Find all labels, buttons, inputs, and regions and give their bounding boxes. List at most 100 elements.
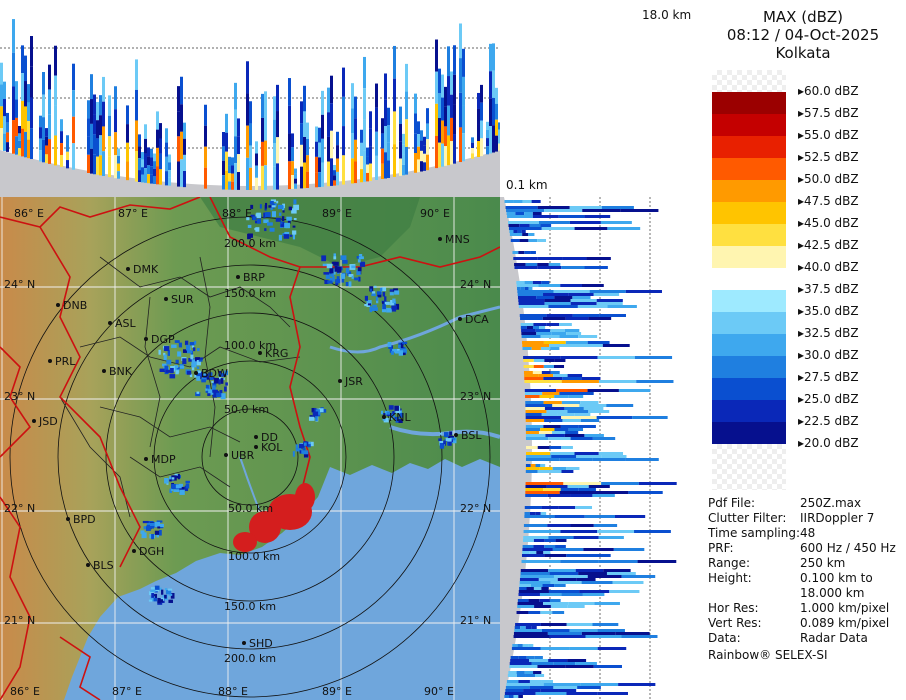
lon-label-89-bottom: 89° E <box>322 685 352 698</box>
top-profile-canvas <box>0 0 500 197</box>
echo-cell <box>306 155 309 172</box>
echo-cell <box>108 156 111 178</box>
echo-cell <box>293 204 300 211</box>
echo-cell <box>543 365 554 368</box>
place-label: DGP <box>151 333 175 346</box>
echo-cell <box>451 437 457 444</box>
echo-cell <box>618 683 656 686</box>
echo-cell <box>72 63 75 91</box>
echo-cell <box>548 659 568 662</box>
echo-cell <box>306 122 309 139</box>
echo-cell <box>300 166 303 189</box>
echo-cell <box>0 84 3 107</box>
echo-cell <box>551 455 577 458</box>
echo-cell <box>138 134 141 147</box>
echo-cell <box>538 221 570 224</box>
echo-cell <box>261 141 264 166</box>
echo-cell <box>522 551 530 554</box>
echo-cell <box>562 377 582 380</box>
echo-cell <box>520 572 550 575</box>
echo-cell <box>538 284 561 287</box>
echo-cell <box>288 133 291 162</box>
echo-cell <box>505 206 538 209</box>
echo-cell <box>599 314 626 317</box>
echo-cell <box>517 293 544 296</box>
echo-cell <box>273 143 276 167</box>
echo-cell <box>15 117 18 137</box>
echo-cell <box>540 464 546 467</box>
echo-cell <box>519 224 530 227</box>
echo-cell <box>180 104 183 132</box>
echo-cell <box>620 209 659 212</box>
echo-cell <box>234 109 237 137</box>
echo-cell <box>246 217 250 221</box>
echo-cell <box>601 482 639 485</box>
echo-cell <box>523 536 549 539</box>
echo-cell <box>518 695 523 698</box>
echo-cell <box>211 380 214 383</box>
echo-cell <box>548 437 571 440</box>
echo-cell <box>333 170 336 176</box>
echo-cell <box>420 140 423 151</box>
echo-cell <box>531 200 541 203</box>
echo-cell <box>102 76 105 102</box>
echo-cell <box>175 370 179 375</box>
echo-cell <box>173 489 180 492</box>
echo-cell <box>351 108 354 134</box>
echo-cell <box>6 142 9 152</box>
echo-cell <box>271 211 277 217</box>
echo-cell <box>12 52 15 87</box>
echo-cell <box>375 131 378 156</box>
radar-map: 50.0 km 100.0 km 150.0 km 200.0 km 50.0 … <box>0 197 500 700</box>
echo-cell <box>0 62 3 85</box>
echo-cell <box>306 138 309 156</box>
echo-cell <box>519 314 547 317</box>
echo-cell <box>6 122 9 133</box>
echo-cell <box>537 263 549 266</box>
echo-cell <box>543 488 561 491</box>
echo-cell <box>222 175 225 190</box>
echo-cell <box>621 635 658 638</box>
echo-cell <box>512 251 519 254</box>
echo-cell <box>225 151 228 171</box>
echo-cell <box>24 106 27 132</box>
echo-cell <box>93 154 96 175</box>
echo-cell <box>536 551 544 554</box>
color-scale-swatch <box>712 312 786 334</box>
color-scale-label: ▸35.0 dBZ <box>798 304 859 318</box>
echo-cell <box>525 401 544 404</box>
echo-cell <box>525 482 564 485</box>
echo-cell <box>387 160 390 178</box>
echo-cell <box>525 416 562 419</box>
echo-cell <box>249 167 252 190</box>
echo-cell <box>392 298 396 304</box>
echo-cell <box>302 447 306 452</box>
echo-cell <box>252 216 256 221</box>
echo-cell <box>570 524 594 527</box>
echo-cell <box>39 115 42 128</box>
echo-cell <box>495 119 498 136</box>
echo-cell <box>21 45 24 74</box>
echo-cell <box>392 411 395 415</box>
echo-cell <box>529 659 549 662</box>
echo-cell <box>196 373 201 377</box>
echo-cell <box>517 230 522 233</box>
place-marker <box>458 317 462 321</box>
echo-cell <box>360 169 363 183</box>
product-title: MAX (dBZ) <box>762 8 844 26</box>
echo-cell <box>544 302 571 305</box>
echo-cell <box>414 152 417 173</box>
echo-cell <box>566 554 589 557</box>
echo-cell <box>578 572 607 575</box>
echo-cell <box>342 67 345 97</box>
echo-cell <box>506 209 545 212</box>
lat-label-22: 22° N <box>4 502 35 515</box>
echo-cell <box>321 138 324 163</box>
lon-label-86: 86° E <box>14 207 44 220</box>
echo-cell <box>348 281 352 287</box>
echo-cell <box>584 215 611 218</box>
place-marker <box>254 445 258 449</box>
echo-cell <box>537 266 562 269</box>
echo-cell <box>154 530 160 535</box>
echo-cell <box>375 155 378 180</box>
